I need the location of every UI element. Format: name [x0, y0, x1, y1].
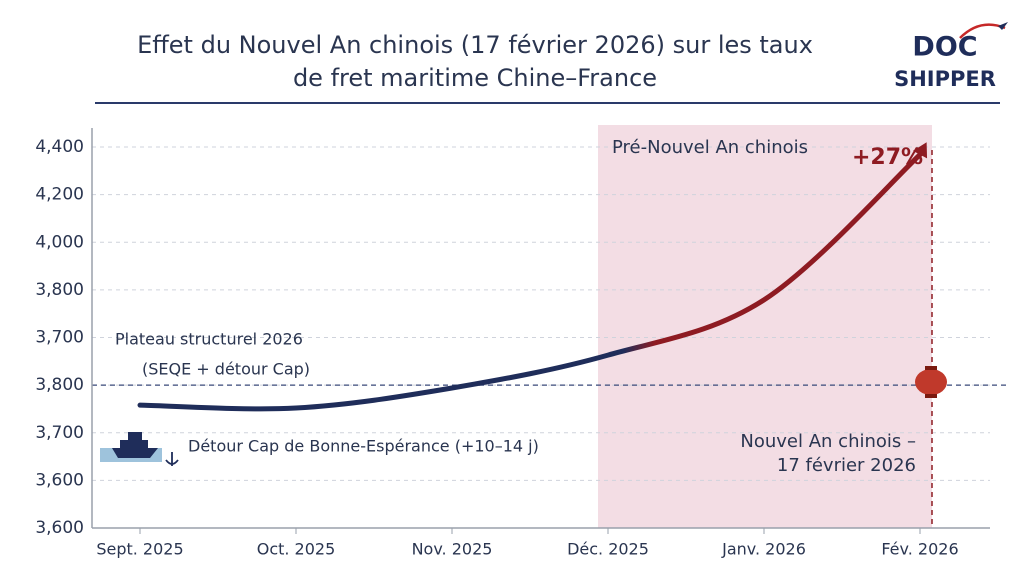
data-line — [137, 152, 923, 412]
arrow-head — [912, 142, 928, 159]
y-tick-label: 4,000 — [35, 232, 84, 252]
logo-text: DOC — [912, 32, 977, 63]
anchor — [165, 452, 179, 466]
x-tick-label: Sept. 2025 — [96, 540, 183, 559]
logo-plane — [998, 22, 1008, 30]
ship — [112, 432, 158, 458]
y-tick-label: 3,800 — [35, 280, 84, 300]
y-tick-label: 3,600 — [35, 518, 84, 538]
annotation: Plateau structurel 2026 — [115, 330, 303, 349]
annotation: 17 février 2026 — [777, 455, 916, 476]
y-tick-label: 3,700 — [35, 423, 84, 443]
annotation: (SEQE + détour Cap) — [142, 360, 310, 379]
logo: DOC SHIPPER — [894, 22, 1008, 91]
y-tick-label: 3,800 — [35, 375, 84, 395]
lantern-cap — [925, 394, 937, 398]
y-tick-label: 4,200 — [35, 185, 84, 205]
y-tick-label: 3,700 — [35, 328, 84, 348]
x-tick-label: Fév. 2026 — [881, 540, 958, 559]
period-band — [598, 125, 932, 528]
annotation: +27% — [852, 145, 923, 170]
chart-title: de fret maritime Chine–France — [293, 64, 657, 92]
logo-text: SHIPPER — [894, 67, 996, 91]
x-tick-label: Oct. 2025 — [257, 540, 336, 559]
annotation: Détour Cap de Bonne-Espérance (+10–14 j) — [188, 437, 539, 456]
lantern-cap — [925, 366, 937, 370]
x-tick-label: Janv. 2026 — [721, 540, 806, 559]
annotation: Pré-Nouvel An chinois — [612, 137, 808, 158]
x-tick-label: Déc. 2025 — [567, 540, 649, 559]
annotation: Nouvel An chinois – — [740, 431, 916, 452]
chart-title: Effet du Nouvel An chinois (17 février 2… — [137, 31, 813, 59]
y-tick-label: 4,400 — [35, 137, 84, 157]
lantern — [915, 369, 947, 395]
y-tick-label: 3,600 — [35, 470, 84, 490]
x-tick-label: Nov. 2025 — [412, 540, 493, 559]
